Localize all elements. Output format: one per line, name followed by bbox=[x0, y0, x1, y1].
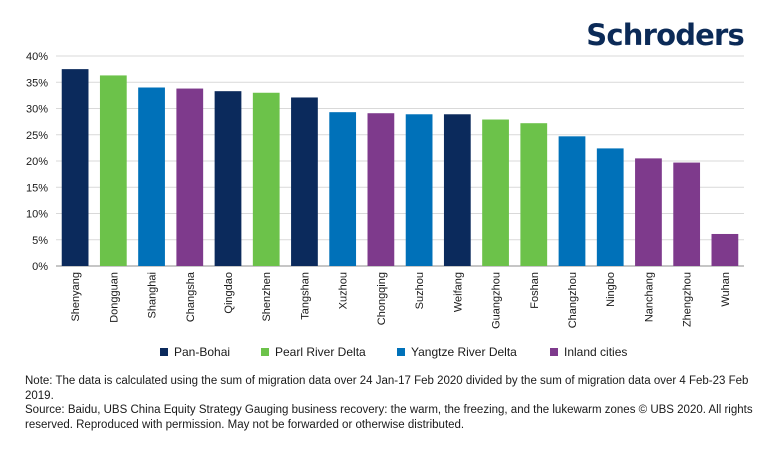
x-tick-label: Suzhou bbox=[414, 272, 426, 309]
bar-nanchang bbox=[635, 158, 662, 266]
x-tick-label: Tangshan bbox=[299, 272, 311, 320]
x-tick-label: Guangzhou bbox=[491, 272, 503, 329]
legend-label: Pan-Bohai bbox=[174, 345, 230, 359]
legend-swatch bbox=[261, 348, 269, 356]
y-tick-label: 5% bbox=[32, 235, 48, 247]
y-tick-label: 25% bbox=[26, 130, 48, 142]
x-axis: Shenyang Dongguan Shanghai Changsha Qingdao S… bbox=[70, 271, 732, 329]
y-tick-label: 35% bbox=[26, 77, 48, 89]
bar-weifang bbox=[443, 114, 471, 267]
bar-shanghai bbox=[138, 87, 165, 266]
bars bbox=[61, 69, 739, 267]
x-tick-label: Zhengzhou bbox=[682, 272, 694, 327]
bar-chart: 0% 5% 10% 15% 20% 25% 30% 35% 40% Shenyang Donggu… bbox=[26, 51, 744, 359]
legend-label: Inland cities bbox=[564, 345, 627, 359]
x-tick-label: Shenzhen bbox=[261, 272, 273, 322]
x-tick-label: Ningbo bbox=[605, 272, 617, 307]
bar-ningbo bbox=[596, 148, 624, 266]
legend-label: Pearl River Delta bbox=[275, 345, 366, 359]
schroders-logo: Schroders bbox=[586, 18, 745, 52]
x-tick-label: Chongqing bbox=[376, 272, 388, 325]
y-tick-label: 10% bbox=[26, 209, 48, 221]
legend-swatch bbox=[550, 348, 558, 356]
bar-dongguan bbox=[99, 75, 127, 266]
y-tick-label: 30% bbox=[26, 104, 48, 116]
x-tick-label: Xuzhou bbox=[338, 272, 350, 309]
y-axis: 0% 5% 10% 15% 20% 25% 30% 35% 40% bbox=[26, 51, 48, 273]
x-tick-label: Foshan bbox=[529, 272, 541, 309]
legend: Pan-Bohai Pearl River Delta Yangtze River … bbox=[160, 345, 627, 359]
bar-shenzhen bbox=[252, 92, 280, 266]
x-tick-label: Qingdao bbox=[223, 272, 235, 314]
gridlines bbox=[56, 55, 744, 267]
bar-zhengzhou bbox=[673, 162, 701, 266]
legend-swatch bbox=[397, 348, 405, 356]
legend-label: Yangtze River Delta bbox=[411, 345, 517, 359]
x-tick-label: Changsha bbox=[185, 271, 197, 322]
bar-qingdao bbox=[214, 91, 242, 266]
bar-suzhou bbox=[405, 114, 433, 267]
bar-chongqing bbox=[367, 113, 395, 266]
y-tick-label: 0% bbox=[32, 261, 48, 273]
bar-changsha bbox=[176, 88, 204, 266]
bar-tangshan bbox=[291, 97, 318, 266]
bar-xuzhou bbox=[329, 112, 357, 266]
x-tick-label: Dongguan bbox=[108, 272, 120, 323]
bar-shenyang bbox=[61, 69, 89, 266]
y-tick-label: 20% bbox=[26, 156, 48, 168]
x-tick-label: Changzhou bbox=[567, 272, 579, 328]
legend-swatch bbox=[160, 348, 168, 356]
bar-changzhou bbox=[558, 136, 586, 266]
x-tick-label: Shenyang bbox=[70, 272, 82, 322]
y-tick-label: 15% bbox=[26, 182, 48, 194]
x-tick-label: Shanghai bbox=[147, 272, 159, 319]
x-tick-label: Nanchang bbox=[643, 272, 655, 322]
bar-wuhan bbox=[711, 233, 739, 266]
x-tick-label: Weifang bbox=[452, 272, 464, 312]
source-text: Source: Baidu, UBS China Equity Strategy… bbox=[25, 404, 753, 431]
y-tick-label: 40% bbox=[26, 51, 48, 63]
footnotes: Note: The data is calculated using the s… bbox=[25, 374, 755, 432]
note-text: Note: The data is calculated using the s… bbox=[25, 375, 749, 402]
bar-guangzhou bbox=[482, 119, 509, 267]
bar-foshan bbox=[520, 123, 548, 266]
x-tick-label: Wuhan bbox=[720, 272, 732, 307]
